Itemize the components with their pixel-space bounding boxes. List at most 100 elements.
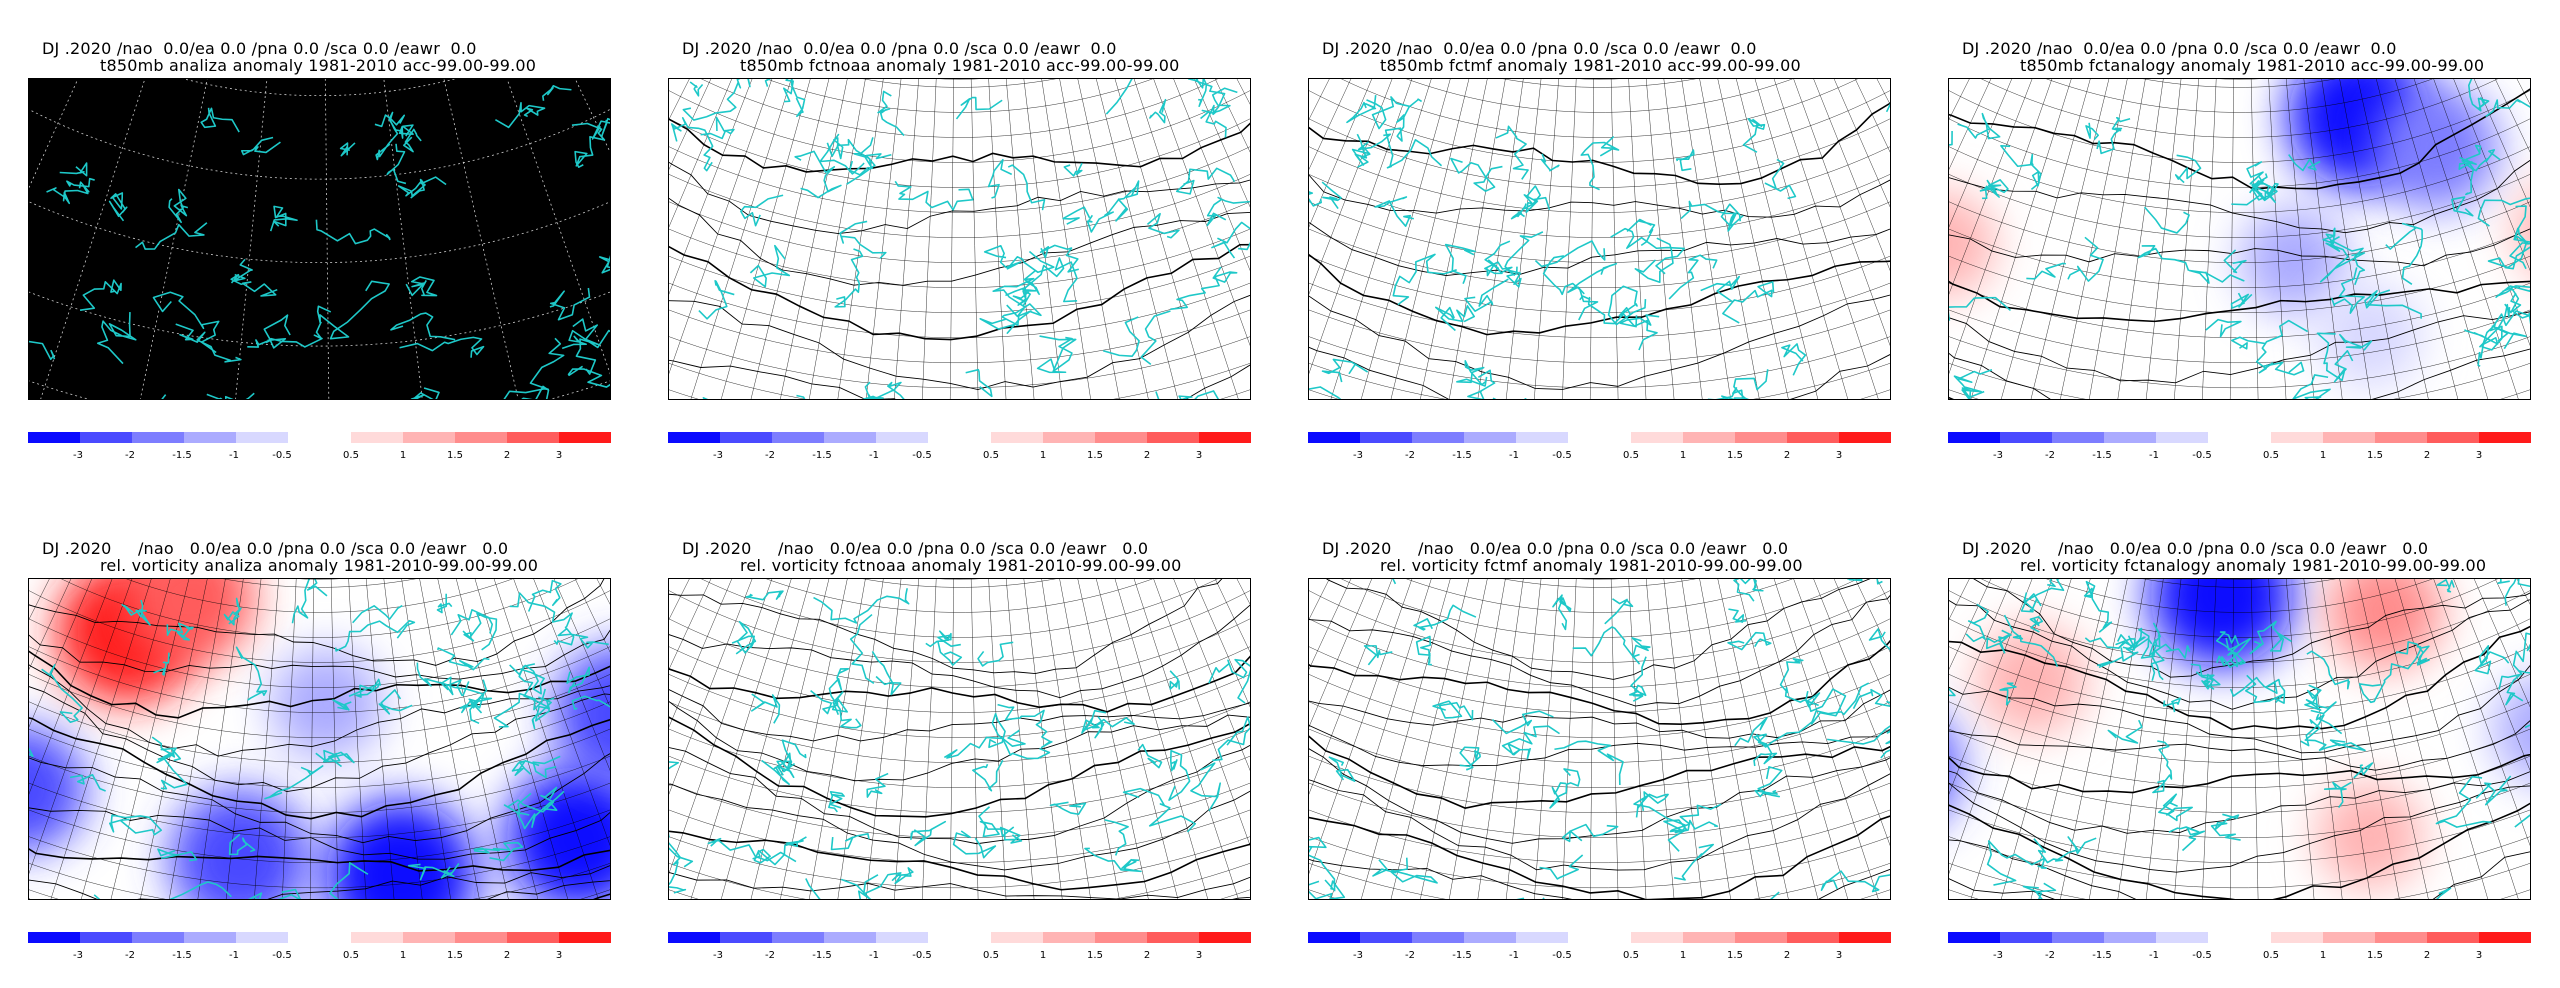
meridian (2388, 579, 2511, 899)
meridian (669, 579, 783, 899)
coastline (1309, 879, 1346, 899)
meridian (729, 579, 833, 899)
parallel (1309, 793, 1890, 899)
meridian (970, 579, 981, 899)
coastline (834, 248, 864, 308)
meridian (2197, 79, 2217, 399)
meridian (417, 579, 498, 899)
meridian (760, 579, 850, 899)
coastline (1187, 79, 1226, 120)
coastline (2084, 634, 2146, 649)
parallel (1322, 579, 1877, 588)
colorbar-tick-label: -1.5 (1452, 450, 1472, 461)
coastline (752, 836, 807, 866)
coastline (598, 254, 610, 274)
meridian (2354, 79, 2449, 399)
map-frame (28, 578, 611, 900)
coastline (1146, 212, 1180, 239)
coastline (2231, 182, 2279, 206)
meridian (669, 79, 719, 399)
colorbar-swatch (991, 932, 1043, 943)
coastline (1432, 700, 1474, 721)
coastline (315, 219, 391, 245)
meridian (669, 79, 767, 399)
colorbar-swatch (2000, 432, 2052, 443)
coastline (840, 878, 881, 899)
meridian (1431, 579, 1508, 899)
meridian (1628, 579, 1653, 899)
colorbar-swatch (2375, 432, 2427, 443)
map-plot (669, 579, 1250, 899)
coastline (826, 137, 873, 169)
colorbar-swatch (2427, 932, 2479, 943)
map-content (29, 579, 610, 899)
coastline (378, 689, 413, 715)
panel-title-line1: DJ .2020 /nao 0.0/ea 0.0 /pna 0.0 /sca 0… (1322, 539, 1789, 558)
colorbar-swatch (1787, 932, 1839, 943)
meridian (1309, 79, 1423, 399)
coastline (776, 752, 796, 773)
coastline (29, 335, 56, 361)
coastline (2067, 236, 2104, 282)
coastline (175, 323, 242, 363)
map-panel-2: DJ .2020 /nao 0.0/ea 0.0 /pna 0.0 /sca 0… (668, 40, 1258, 480)
coastline (1949, 296, 2012, 321)
colorbar: -3 -2 -1.5 -1 -0.5 0.5 1 1.5 2 3 (1308, 432, 1891, 466)
contour-line (1949, 639, 2530, 754)
map-plot (29, 79, 610, 399)
coastline (153, 652, 170, 676)
coastline (1510, 203, 1527, 220)
meridian (1057, 579, 1138, 899)
colorbar-swatch (2052, 432, 2104, 443)
meridian (988, 79, 1013, 399)
map-plot (1949, 79, 2530, 399)
colorbar-swatch (1199, 432, 1251, 443)
coastline (2263, 361, 2305, 376)
colorbar-tick-label: -2 (1405, 950, 1415, 961)
contour-line (669, 803, 1250, 899)
colorbar-tick-label: -1.5 (172, 950, 192, 961)
colorbar: -3 -2 -1.5 -1 -0.5 0.5 1 1.5 2 3 (28, 932, 611, 966)
colorbar-tick-label: 3 (1836, 450, 1842, 461)
coastline (813, 588, 910, 624)
coastline (1766, 891, 1835, 899)
colorbar-tick-label: 1.5 (1087, 450, 1103, 461)
parallel (1949, 79, 2530, 163)
contour-line (1309, 737, 1890, 871)
colorbar-plot: -3 -2 -1.5 -1 -0.5 0.5 1 1.5 2 3 (1948, 932, 2531, 961)
meridian (1949, 79, 2063, 399)
coastline (1084, 847, 1142, 873)
colorbar-swatch (1147, 432, 1199, 443)
colorbar-swatch (2375, 932, 2427, 943)
coastline (108, 192, 128, 222)
colorbar-swatch (351, 932, 403, 943)
coastline (2023, 579, 2066, 603)
coastline (2485, 98, 2530, 118)
coastline (46, 181, 90, 205)
coastline (1212, 716, 1250, 762)
coastline (1534, 240, 1606, 268)
anomaly-blob (2513, 176, 2530, 285)
coastline (459, 696, 483, 725)
colorbar-tick-label: -1 (2149, 950, 2159, 961)
meridian (1074, 579, 1169, 899)
parallel (670, 79, 1249, 113)
parallel (1309, 120, 1890, 213)
coastline (2497, 579, 2530, 606)
colorbar-swatch (1095, 432, 1147, 443)
map-content (669, 79, 1250, 399)
coastline (2244, 674, 2284, 704)
coastline (987, 158, 1013, 199)
colorbar-plot: -3 -2 -1.5 -1 -0.5 0.5 1 1.5 2 3 (668, 432, 1251, 461)
coastline (1363, 645, 1393, 666)
coastline (2322, 227, 2366, 286)
meridian (245, 579, 280, 899)
parallel (1949, 706, 2530, 813)
parallel (1949, 814, 2530, 899)
meridian (182, 579, 245, 899)
colorbar-swatch (824, 432, 876, 443)
coastline (388, 111, 414, 139)
coastline (1063, 162, 1083, 177)
contour-line (669, 794, 1250, 899)
